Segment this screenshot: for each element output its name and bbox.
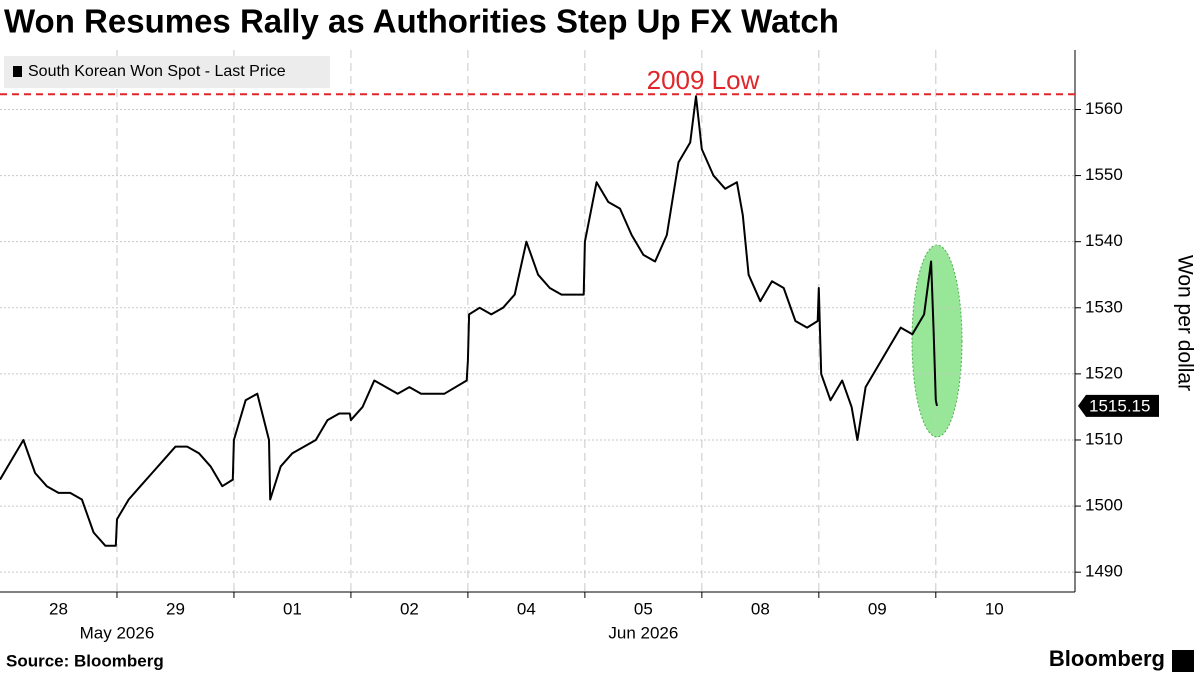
month-label: Jun 2026 bbox=[608, 623, 678, 642]
x-tick-label: 01 bbox=[283, 599, 302, 618]
legend-swatch bbox=[13, 66, 22, 77]
y-tick-label: 1510 bbox=[1085, 429, 1123, 448]
y-tick-label: 1560 bbox=[1085, 99, 1123, 118]
legend-box bbox=[4, 56, 330, 88]
month-label: May 2026 bbox=[80, 623, 155, 642]
price-line bbox=[0, 95, 938, 547]
x-tick-label: 08 bbox=[751, 599, 770, 618]
legend-label: South Korean Won Spot - Last Price bbox=[28, 63, 286, 80]
y-tick-label: 1520 bbox=[1085, 363, 1123, 382]
x-tick-label: 04 bbox=[517, 599, 536, 618]
last-price-label: 1515.15 bbox=[1089, 396, 1150, 415]
x-tick-label: 29 bbox=[166, 599, 185, 618]
brand-icon bbox=[1172, 650, 1194, 672]
source: Source: Bloomberg bbox=[6, 651, 164, 670]
y-tick-label: 1490 bbox=[1085, 562, 1123, 581]
highlight bbox=[911, 244, 963, 438]
y-tick-label: 1550 bbox=[1085, 165, 1123, 184]
last-price-box bbox=[1078, 394, 1159, 417]
x-tick-label: 28 bbox=[49, 599, 68, 618]
chart-title: Won Resumes Rally as Authorities Step Up… bbox=[4, 3, 839, 40]
y-tick-label: 1500 bbox=[1085, 496, 1123, 515]
x-tick-label: 05 bbox=[634, 599, 653, 618]
brand: Bloomberg bbox=[1049, 646, 1165, 671]
reference-label: 2009 Low bbox=[647, 65, 760, 95]
y-axis-label: Won per dollar bbox=[1173, 255, 1196, 391]
y-tick-label: 1530 bbox=[1085, 297, 1123, 316]
x-tick-label: 10 bbox=[985, 599, 1004, 618]
x-tick-label: 09 bbox=[868, 599, 887, 618]
y-tick-label: 1540 bbox=[1085, 231, 1123, 250]
x-tick-label: 02 bbox=[400, 599, 419, 618]
legend: South Korean Won Spot - Last Price bbox=[4, 56, 330, 88]
